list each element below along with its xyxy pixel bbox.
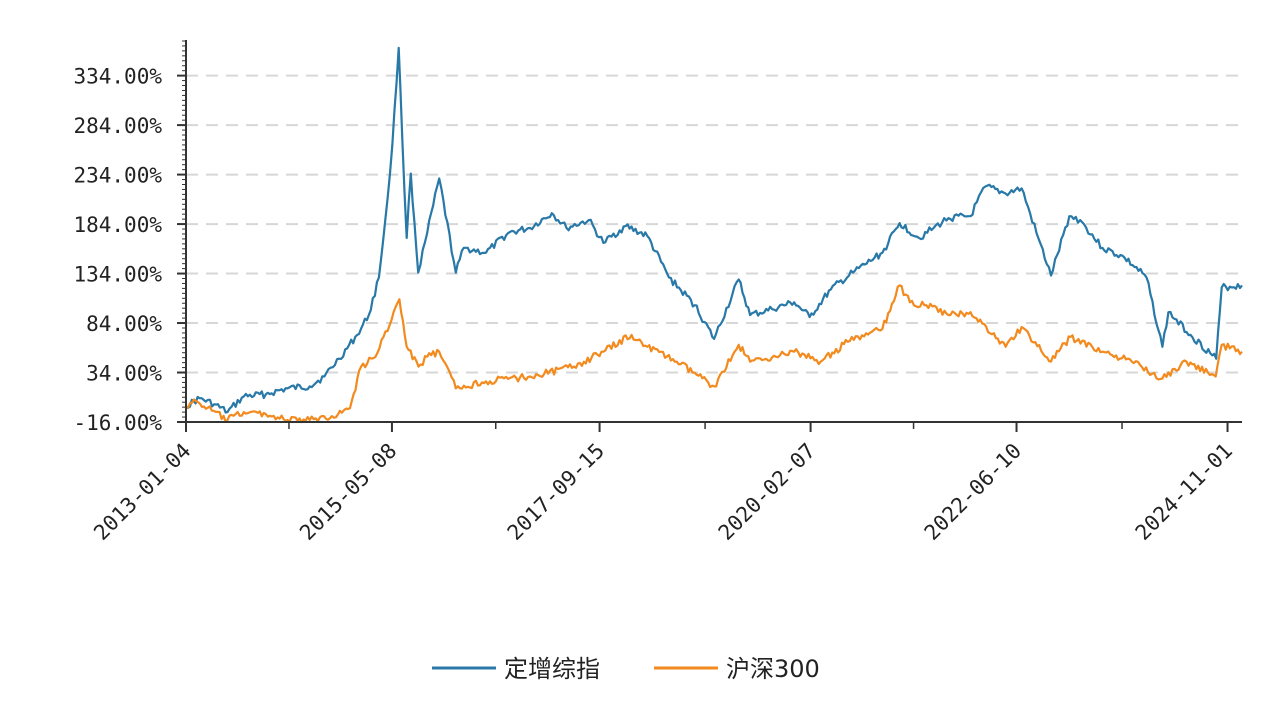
x-tick-label: 2020-02-07 bbox=[714, 439, 820, 545]
x-tick-label: 2015-05-08 bbox=[295, 439, 401, 545]
series-line bbox=[185, 46, 1243, 414]
y-tick-label: -16.00% bbox=[73, 411, 162, 435]
x-tick-label: 2013-01-04 bbox=[89, 439, 195, 545]
y-tick-label: 34.00% bbox=[86, 362, 162, 386]
series-layer bbox=[185, 46, 1243, 424]
x-tick-label: 2022-06-10 bbox=[920, 439, 1026, 545]
series-line bbox=[185, 284, 1243, 424]
y-tick-label: 234.00% bbox=[73, 164, 162, 188]
y-tick-label: 134.00% bbox=[73, 263, 162, 287]
y-tick-label: 284.00% bbox=[73, 114, 162, 138]
x-tick-label: 2024-11-01 bbox=[1131, 439, 1237, 545]
y-tick-label: 84.00% bbox=[86, 312, 162, 336]
x-tick-label: 2017-09-15 bbox=[503, 439, 609, 545]
legend-label: 沪深300 bbox=[726, 655, 820, 683]
y-tick-label: 334.00% bbox=[73, 65, 162, 89]
legend: 定增综指 沪深300 bbox=[432, 655, 820, 683]
legend-label: 定增综指 bbox=[504, 655, 600, 683]
gridlines bbox=[186, 74, 1242, 374]
y-tick-label: 184.00% bbox=[73, 213, 162, 237]
axes: -16.00% 34.00% 84.00% 134.00% 184.00% 234.00%… bbox=[73, 40, 1242, 545]
